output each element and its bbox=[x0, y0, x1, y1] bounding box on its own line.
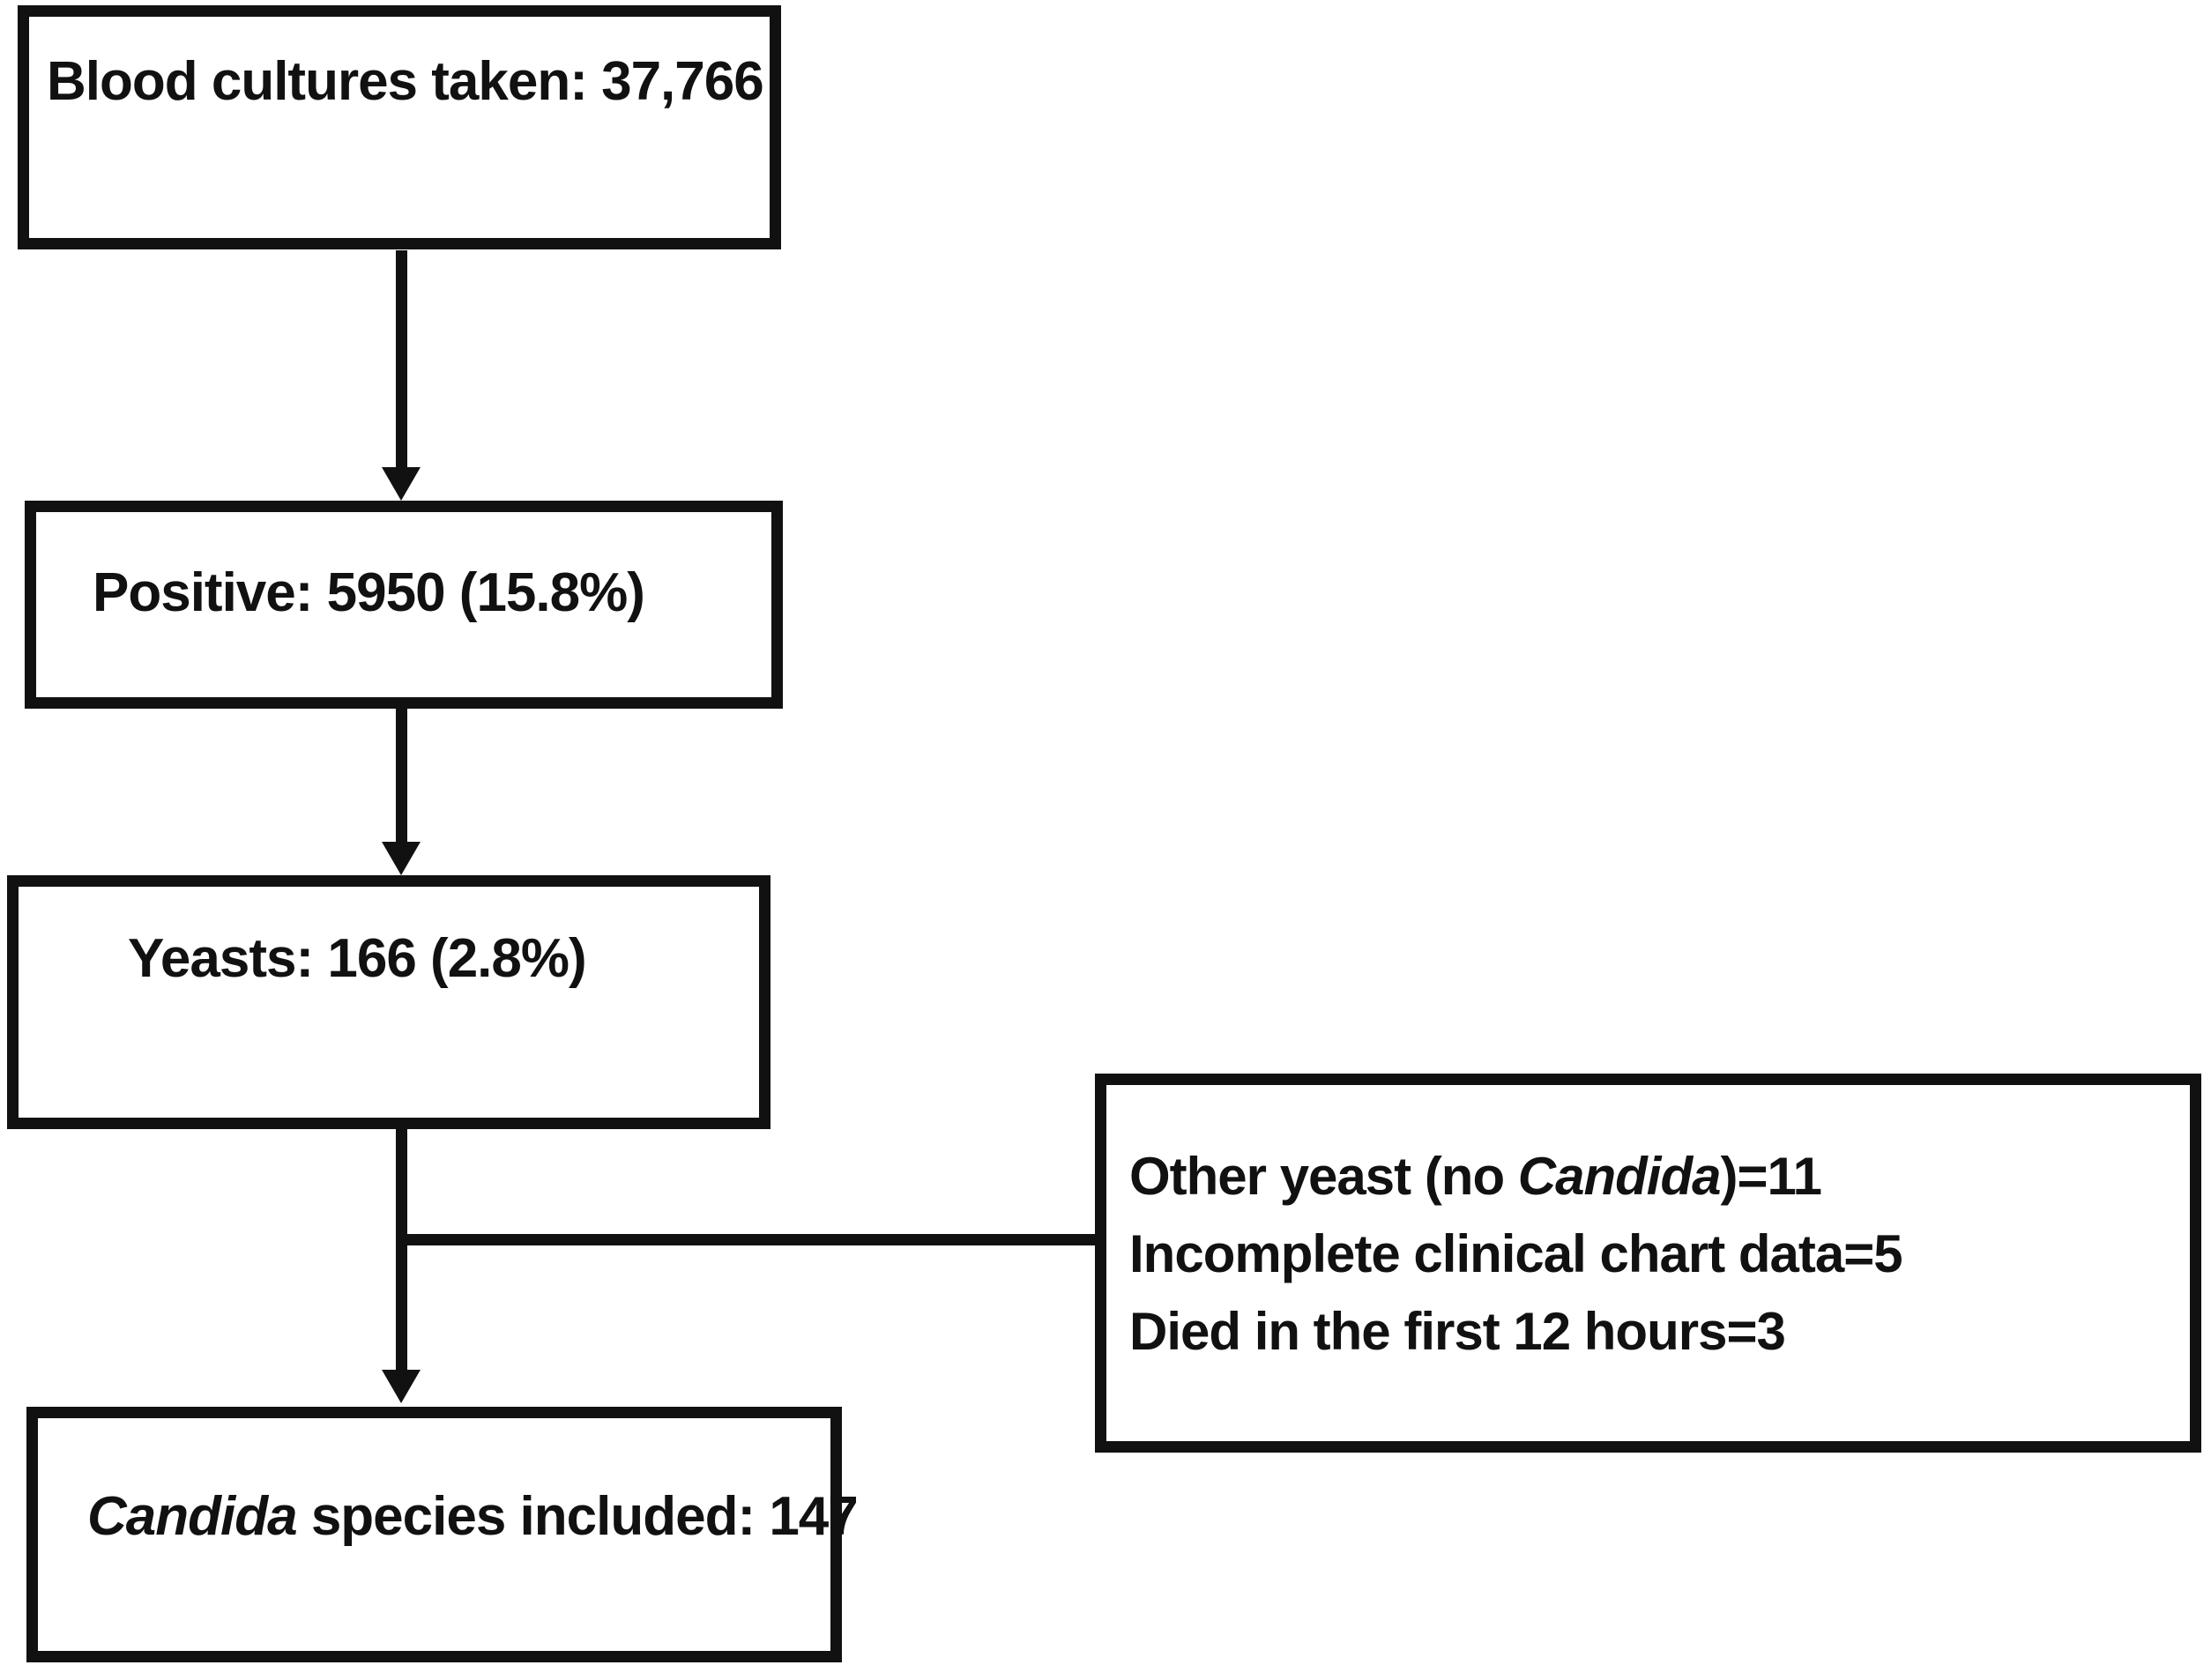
arrowhead-down-icon bbox=[382, 467, 421, 501]
box-exclusions: Other yeast (no Candida)=11 Incomplete c… bbox=[1095, 1074, 2201, 1453]
box-positive-cultures: Positive: 5950 (15.8%) bbox=[25, 501, 783, 709]
box-candida-included: Candida species included: 147 bbox=[26, 1407, 859, 1662]
connector-yeasts-to-candida bbox=[396, 1129, 407, 1372]
box-blood-cultures: Blood cultures taken: 37,766 bbox=[18, 5, 781, 249]
box-positive-label: Positive: 5950 (15.8%) bbox=[93, 562, 645, 623]
exclusions-text: Other yeast (no Candida)=11 Incomplete c… bbox=[1106, 1085, 2190, 1371]
connector-branch-to-exclusions bbox=[396, 1234, 1095, 1245]
exclusion-line-died-12h: Died in the first 12 hours=3 bbox=[1129, 1302, 1786, 1361]
box-candida-included-label: Candida species included: 147 bbox=[87, 1486, 859, 1547]
box-yeasts-label: Yeasts: 166 (2.8%) bbox=[128, 928, 587, 989]
exclusion-line-other-yeast: Other yeast (no Candida)=11 bbox=[1129, 1147, 1822, 1206]
arrowhead-down-icon bbox=[382, 842, 421, 875]
connector-positive-to-yeasts bbox=[396, 709, 407, 844]
exclusion-line-incomplete-chart: Incomplete clinical chart data=5 bbox=[1129, 1224, 1903, 1283]
connector-blood-to-positive bbox=[396, 250, 407, 469]
arrowhead-down-icon bbox=[382, 1370, 421, 1403]
candida-italic-text: Candida bbox=[1517, 1147, 1722, 1206]
box-blood-cultures-label: Blood cultures taken: 37,766 bbox=[47, 51, 764, 112]
candida-italic-text: Candida bbox=[87, 1486, 298, 1547]
box-yeasts: Yeasts: 166 (2.8%) bbox=[7, 875, 770, 1129]
